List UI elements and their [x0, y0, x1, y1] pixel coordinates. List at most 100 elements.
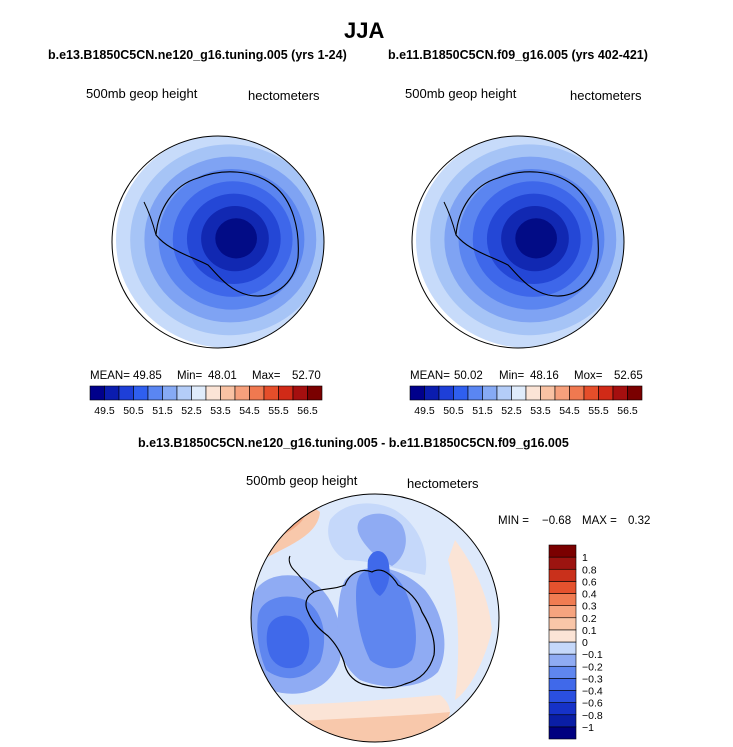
- diff-colorbar-tick-label: −0.3: [582, 673, 603, 685]
- diff-colorbar-tick-label: −1: [582, 722, 594, 734]
- diff-colorbar-box: [548, 581, 577, 594]
- panel-right-colorbar-box: [540, 385, 556, 401]
- diff-colorbar-box: [548, 653, 577, 667]
- diff-max-label: MAX =: [582, 515, 617, 527]
- diff-colorbar-tick-label: 0.4: [582, 589, 597, 601]
- panel-right-antarctic-peninsula: [443, 201, 457, 236]
- panel-left-max-value: 52.70: [292, 370, 321, 382]
- panel-right-colorbar-tick-label: 52.5: [501, 405, 522, 417]
- panel-right-colorbar-tick-label: 55.5: [588, 405, 609, 417]
- panel-right-colorbar-box: [467, 385, 483, 401]
- panel-left-colorbar-box: [147, 385, 163, 401]
- diff-map-border: [250, 493, 500, 743]
- panel-right-mean-value: 50.02: [454, 370, 483, 382]
- panel-right-map-border: [411, 135, 625, 349]
- diff-colorbar-tick-label: −0.1: [582, 649, 603, 661]
- panel-left-variable-label: 500mb geop height: [86, 86, 198, 101]
- diff-colorbar-tick-label: −0.4: [582, 686, 603, 698]
- panel-right-colorbar-box: [482, 385, 498, 401]
- diff-field-negative-central-core: [356, 567, 416, 669]
- panel-right-subtitle: b.e11.B1850C5CN.f09_g16.005 (yrs 402-421…: [388, 48, 648, 62]
- panel-right-colorbar-box: [438, 385, 454, 401]
- panel-left-colorbar-tick-label: 55.5: [268, 405, 289, 417]
- panel-right-units-label: hectometers: [570, 88, 642, 103]
- diff-colorbar-box: [548, 690, 577, 703]
- panel-left-antarctica-coastline: [155, 171, 299, 297]
- panel-right-colorbar-box: [424, 385, 440, 401]
- figure-title: JJA: [344, 18, 385, 43]
- diff-field-positive-east: [448, 540, 492, 700]
- panel-right-variable-label: 500mb geop height: [405, 86, 517, 101]
- panel-right-colorbar-tick-label: 50.5: [443, 405, 464, 417]
- diff-colorbar-tick-label: 0: [582, 637, 588, 649]
- panel-right-max-label: Mox=: [574, 370, 603, 382]
- panel-left-min-value: 48.01: [208, 370, 237, 382]
- panel-left-colorbar-tick-label: 50.5: [123, 405, 144, 417]
- diff-colorbar-tick-label: 0.2: [582, 613, 597, 625]
- diff-colorbar-box: [548, 714, 577, 728]
- diff-colorbar-tick-label: −0.2: [582, 661, 603, 673]
- panel-left-colorbar-box: [191, 385, 207, 401]
- panel-left-colorbar-box: [307, 385, 323, 401]
- panel-left-colorbar-tick-label: 51.5: [152, 405, 173, 417]
- diff-colorbar-box: [548, 629, 577, 643]
- panel-right-colorbar-box: [627, 385, 643, 401]
- panel-left-antarctic-peninsula: [143, 201, 157, 236]
- diff-colorbar-box: [548, 556, 577, 570]
- panel-left-colorbar-tick-label: 52.5: [181, 405, 202, 417]
- panel-right-colorbar-box: [583, 385, 599, 401]
- diff-units-label: hectometers: [407, 476, 479, 491]
- panel-right-colorbar-box: [409, 385, 425, 401]
- diff-colorbar-tick-label: −0.8: [582, 710, 603, 722]
- panel-left-colorbar-tick-label: 49.5: [94, 405, 115, 417]
- diff-map: [251, 494, 499, 742]
- panel-left-colorbar: 49.5 50.5 51.5 52.5 53.5 54.5 55.5 56.5: [89, 385, 323, 417]
- panel-right-colorbar-tick-label: 49.5: [414, 405, 435, 417]
- panel-left-map-border: [111, 135, 325, 349]
- panel-right-colorbar-box: [496, 385, 512, 401]
- diff-subtitle: b.e13.B1850C5CN.ne120_g16.tuning.005 - b…: [138, 436, 569, 450]
- panel-right-map: [416, 136, 624, 348]
- panel-right-colorbar-box: [511, 385, 527, 401]
- panel-right-contour-band: [515, 218, 557, 259]
- panel-left-colorbar-tick-label: 56.5: [297, 405, 318, 417]
- diff-colorbar-tick-label: −0.6: [582, 698, 603, 710]
- diff-colorbar-box: [548, 726, 577, 740]
- diff-colorbar-tick-label: 1: [582, 552, 588, 564]
- panel-left-max-label: Max=: [252, 370, 281, 382]
- panel-right-colorbar-tick-label: 53.5: [530, 405, 551, 417]
- diff-min-value: −0.68: [542, 515, 572, 527]
- panel-right-colorbar-tick-label: 54.5: [559, 405, 580, 417]
- panel-left-min-label: Min=: [177, 370, 203, 382]
- panel-left-colorbar-box: [278, 385, 294, 401]
- diff-variable-label: 500mb geop height: [246, 473, 358, 488]
- diff-colorbar: −1−0.8−0.6−0.4−0.3−0.2−0.100.10.20.30.40…: [548, 544, 603, 740]
- panel-left-mean-value: 49.85: [133, 370, 162, 382]
- panel-left-colorbar-box: [263, 385, 279, 401]
- panel-left-colorbar-box: [205, 385, 221, 401]
- panel-left-colorbar-box: [220, 385, 236, 401]
- diff-colorbar-box: [548, 702, 577, 716]
- panel-right-colorbar-tick-label: 56.5: [617, 405, 638, 417]
- panel-right-colorbar: 49.5 50.5 51.5 52.5 53.5 54.5 55.5 56.5: [409, 385, 643, 417]
- diff-colorbar-box: [548, 641, 577, 655]
- panel-left-units-label: hectometers: [248, 88, 320, 103]
- panel-right-colorbar-box: [569, 385, 585, 401]
- diff-antarctic-peninsula: [288, 555, 315, 593]
- panel-left-contour-band: [215, 218, 257, 259]
- panel-left-colorbar-box: [118, 385, 134, 401]
- diff-field-negative-north-lobe-inner: [357, 513, 406, 566]
- panel-left-colorbar-box: [176, 385, 192, 401]
- panel-right-min-label: Min=: [499, 370, 525, 382]
- panel-left-mean-label: MEAN=: [90, 370, 130, 382]
- diff-field-negative-west-core: [266, 615, 310, 669]
- panel-left-subtitle: b.e13.B1850C5CN.ne120_g16.tuning.005 (yr…: [48, 48, 347, 62]
- panel-right-colorbar-box: [525, 385, 541, 401]
- panel-left-map: [116, 136, 324, 348]
- diff-max-value: 0.32: [628, 515, 651, 527]
- panel-right-colorbar-box: [453, 385, 469, 401]
- diff-colorbar-tick-label: 0.1: [582, 625, 597, 637]
- diff-colorbar-tick-label: 0.3: [582, 601, 597, 613]
- panel-left-colorbar-tick-label: 54.5: [239, 405, 260, 417]
